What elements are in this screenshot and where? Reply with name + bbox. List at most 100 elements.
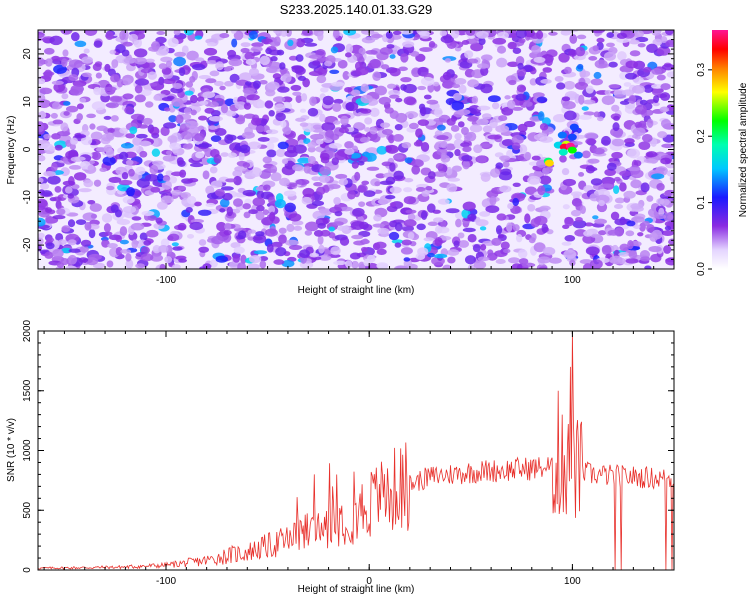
heatmap-cell	[69, 143, 76, 150]
heatmap-cell	[487, 95, 501, 103]
heatmap-cell	[134, 190, 142, 197]
heatmap-cell	[299, 249, 310, 259]
heatmap-cell	[281, 260, 295, 268]
heatmap-cell	[44, 58, 53, 67]
heatmap-cell	[350, 220, 365, 230]
heatmap-cell	[249, 255, 262, 264]
heatmap-cell	[480, 66, 489, 77]
heatmap-cell	[581, 106, 589, 111]
heatmap-cell	[333, 260, 347, 266]
heatmap-cell	[524, 213, 531, 224]
colorbar-tick-label: 0.3	[696, 62, 707, 76]
heatmap-cell	[369, 127, 378, 135]
heatmap-cell	[470, 42, 484, 52]
heatmap-cell	[646, 43, 658, 54]
heatmap-cell	[266, 141, 275, 151]
heatmap-cell	[259, 255, 269, 262]
heatmap-cell	[385, 144, 399, 154]
heatmap-cell	[388, 231, 400, 241]
heatmap-cell	[43, 170, 56, 177]
heatmap-cell	[343, 30, 357, 36]
heatmap-cell	[403, 257, 411, 262]
heatmap-cell	[172, 246, 183, 251]
heatmap-cell	[318, 254, 332, 261]
heatmap-cell	[51, 55, 61, 62]
heatmap-cell	[467, 233, 477, 243]
heatmap-cell	[319, 113, 326, 123]
heatmap-cell	[480, 83, 493, 94]
heatmap-cell	[541, 223, 549, 234]
heatmap-cell	[329, 133, 340, 141]
heatmap-cell	[322, 95, 334, 106]
heatmap-cell	[508, 79, 517, 86]
heatmap-cell	[238, 72, 253, 82]
heatmap-cell	[391, 239, 404, 244]
heatmap-cell	[234, 165, 247, 172]
heatmap-cell	[295, 94, 303, 104]
heatmap-cell	[627, 148, 641, 159]
snr-ylabel: SNR (10 * v/v)	[6, 418, 17, 482]
heatmap-cell	[229, 73, 240, 83]
heatmap-cell	[496, 213, 507, 221]
heatmap-cell	[562, 100, 576, 110]
heatmap-cell	[317, 235, 324, 245]
heatmap-cell	[642, 66, 652, 73]
heatmap-cell	[205, 185, 215, 195]
heatmap-cell	[273, 259, 285, 265]
heatmap-cell	[394, 123, 403, 131]
heatmap-cell	[130, 113, 145, 121]
heatmap-cell	[563, 110, 577, 121]
heatmap-cell	[243, 211, 251, 219]
heatmap-cell	[83, 48, 90, 54]
heatmap-cell	[124, 106, 135, 115]
heatmap-cell	[517, 123, 528, 133]
heatmap-cell	[62, 180, 76, 186]
heatmap-cell	[122, 41, 133, 47]
heatmap-cell	[377, 198, 390, 205]
heatmap-cell	[481, 113, 492, 120]
heatmap-cell	[219, 198, 230, 208]
heatmap-cell	[304, 221, 319, 232]
heatmap-cell	[619, 243, 630, 252]
heatmap-cell	[189, 221, 204, 231]
heatmap-cell	[632, 127, 646, 137]
heatmap-cell	[398, 66, 408, 72]
heatmap-cell	[385, 195, 396, 200]
heatmap-cell	[561, 167, 570, 176]
heatmap-cell	[288, 213, 302, 222]
heatmap-cell	[500, 241, 510, 250]
heatmap-cell	[342, 70, 350, 80]
heatmap-cell	[462, 146, 472, 153]
heatmap-cell	[183, 30, 194, 36]
heatmap-cell	[39, 87, 53, 95]
heatmap-cell	[92, 63, 102, 71]
heatmap-x-tick-label: 100	[564, 275, 581, 286]
heatmap-cell	[427, 171, 436, 180]
heatmap-cell	[407, 232, 415, 240]
heatmap-cell	[269, 41, 281, 47]
heatmap-cell	[466, 131, 477, 142]
heatmap-cell	[376, 262, 389, 269]
heatmap-cell	[433, 81, 440, 87]
heatmap-cell	[119, 226, 128, 237]
heatmap-cell	[110, 74, 120, 83]
heatmap-cell	[590, 178, 603, 186]
heatmap-cell	[172, 263, 181, 269]
heatmap-cell	[78, 188, 92, 193]
heatmap-cell	[106, 102, 119, 109]
heatmap-cell	[220, 152, 229, 157]
heatmap-cell	[61, 58, 68, 68]
heatmap-cell	[383, 172, 394, 178]
heatmap-cell	[659, 92, 671, 101]
heatmap-cell	[496, 45, 507, 54]
heatmap-cell	[232, 254, 240, 263]
heatmap-cell	[202, 91, 216, 99]
heatmap-cell	[652, 101, 660, 107]
heatmap-cell	[256, 100, 266, 109]
heatmap-cell	[618, 252, 630, 257]
heatmap-cell	[659, 198, 670, 206]
heatmap-cell	[379, 47, 393, 55]
heatmap-cell	[420, 210, 428, 221]
heatmap-cell	[409, 50, 420, 57]
heatmap-cell	[205, 202, 216, 207]
